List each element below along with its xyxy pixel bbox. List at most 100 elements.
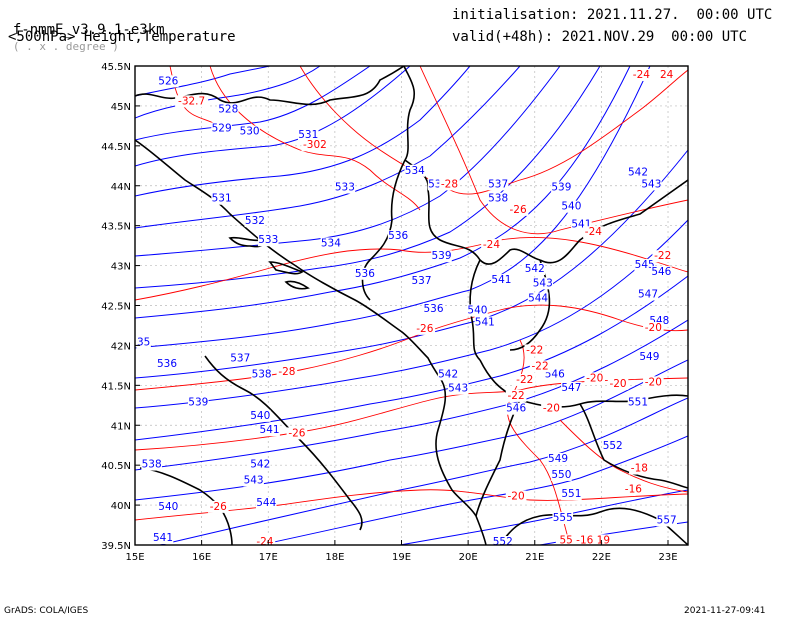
temperature-contour-label-bg — [507, 203, 529, 216]
height-contour-label-bg — [158, 75, 179, 88]
height-contour-label-bg — [251, 368, 272, 381]
height-contour-label-bg — [156, 357, 178, 370]
height-contour-label: 537 — [230, 352, 250, 364]
height-contour-label: 532 — [245, 215, 265, 227]
lon-tick-label: 19E — [392, 552, 411, 563]
temperature-contour-label: -302 — [303, 139, 327, 151]
height-contour-label: 542 — [250, 459, 270, 471]
lat-tick-label: 40N — [111, 501, 131, 512]
temperature-contour-label: -20 — [609, 378, 626, 390]
temperature-contour-label-bg — [505, 490, 527, 503]
height-contour-label-bg — [423, 302, 444, 315]
height-contour-label-bg — [243, 474, 264, 487]
temperature-contour-label-bg — [481, 239, 502, 252]
height-contour — [135, 66, 521, 229]
height-contour — [135, 66, 321, 119]
lat-tick-label: 43N — [111, 262, 131, 273]
height-contour-label-bg — [641, 178, 662, 191]
height-contour-label: 544 — [528, 293, 548, 305]
height-contour-label: 536 — [157, 358, 177, 370]
temperature-contour-label-bg — [529, 360, 551, 373]
height-contour-label: 547 — [561, 382, 581, 394]
height-contour-label-bg — [627, 166, 649, 179]
height-contour-label-bg — [141, 458, 162, 471]
height-contour-label: 537 — [488, 178, 508, 190]
height-contour-label: 533 — [335, 182, 355, 194]
height-contour-label-bg — [255, 496, 277, 509]
height-contour-label-bg — [491, 274, 512, 287]
height-contour — [135, 149, 688, 379]
height-contour — [135, 66, 561, 257]
temperature-contour-label-bg — [514, 373, 536, 386]
lat-tick-label: 44N — [111, 182, 131, 193]
temperature-contour-label: -26 — [510, 204, 527, 216]
height-contour-label: 526 — [158, 75, 178, 87]
height-contour-label-bg — [524, 262, 546, 275]
height-contour-label: 539 — [431, 250, 451, 262]
height-contour-label: 529 — [212, 122, 232, 134]
height-contour-label: 35 — [137, 336, 150, 348]
temperature-contour-label: -24 — [256, 536, 273, 548]
temperature-contour-label: -26 — [416, 323, 433, 335]
height-contour-label-bg — [229, 352, 251, 365]
height-contour-label: 549 — [639, 351, 659, 363]
country-border — [539, 179, 688, 264]
height-contour-label: 538 — [488, 193, 508, 205]
lon-tick-label: 18E — [325, 552, 344, 563]
height-contour-label-bg — [259, 424, 280, 437]
height-contour-label-bg — [637, 288, 659, 301]
height-contour-label: 542 — [525, 263, 545, 275]
country-border — [475, 399, 521, 517]
height-contour-label-bg — [532, 277, 554, 290]
temperature-contour-label: -22 — [532, 360, 549, 372]
country-border — [435, 377, 487, 545]
height-contour-label-bg — [487, 192, 509, 205]
country-border — [469, 259, 481, 361]
lon-tick-label: 22E — [592, 552, 611, 563]
temperature-contour-label: -28 — [278, 366, 295, 378]
temperature-contour-label-bg — [631, 68, 652, 81]
temperature-contour-label-bg — [439, 178, 460, 191]
height-contour-label: 543 — [448, 383, 468, 395]
height-contour-label-bg — [561, 381, 582, 394]
temperature-contour-label: -24 — [633, 69, 650, 81]
height-contour-label: 546 — [651, 266, 671, 278]
height-contour — [135, 66, 411, 167]
height-contour-label-bg — [467, 304, 488, 317]
lon-tick-label: 15E — [125, 552, 144, 563]
height-contour-label: 528 — [218, 103, 238, 115]
lon-tick-label: 17E — [259, 552, 278, 563]
country-border — [361, 159, 406, 301]
height-contour-label-bg — [474, 316, 496, 329]
lon-tick-label: 23E — [658, 552, 677, 563]
temperature-contour — [299, 66, 688, 195]
temperature-contour-label-bg — [524, 344, 546, 357]
lat-tick-label: 42N — [111, 341, 131, 352]
height-contour-label: 540 — [250, 410, 270, 422]
height-contour-label: 538 — [142, 459, 162, 471]
init-label: initialisation: — [452, 7, 579, 23]
height-contour-label-bg — [547, 452, 569, 465]
height-contour — [135, 219, 688, 409]
height-contour-label-bg — [656, 514, 677, 527]
height-contour — [135, 66, 371, 141]
temperature-contour-label-bg — [254, 536, 276, 545]
run-timestamp: 2021-11-27-09:41 — [684, 606, 766, 616]
height-contour — [159, 397, 688, 545]
height-contour-label-bg — [334, 181, 356, 194]
temperature-contour-label: -22 — [526, 344, 543, 356]
height-contour-label-bg — [561, 488, 582, 501]
field-title: <500hPa> Height,Temperature — [8, 29, 236, 45]
temperature-contour-label: -32.7 — [178, 95, 205, 107]
temperature-contour-label: -26 — [210, 501, 227, 513]
temperature-contour-label-bg — [286, 427, 308, 440]
height-contour-label-bg — [639, 350, 660, 363]
coastline — [204, 355, 363, 531]
temperature-contour-label: -20 — [645, 376, 662, 388]
temperature-contour-label-bg — [414, 322, 436, 335]
valid-line: valid(+48h): 2021.NOV.29 00:00 UTC — [452, 29, 747, 45]
temperature-contour-label-bg — [583, 226, 604, 239]
temperature-contour-label-bg — [505, 389, 527, 402]
height-contour-label: 550 — [551, 469, 571, 481]
country-border — [135, 66, 405, 106]
